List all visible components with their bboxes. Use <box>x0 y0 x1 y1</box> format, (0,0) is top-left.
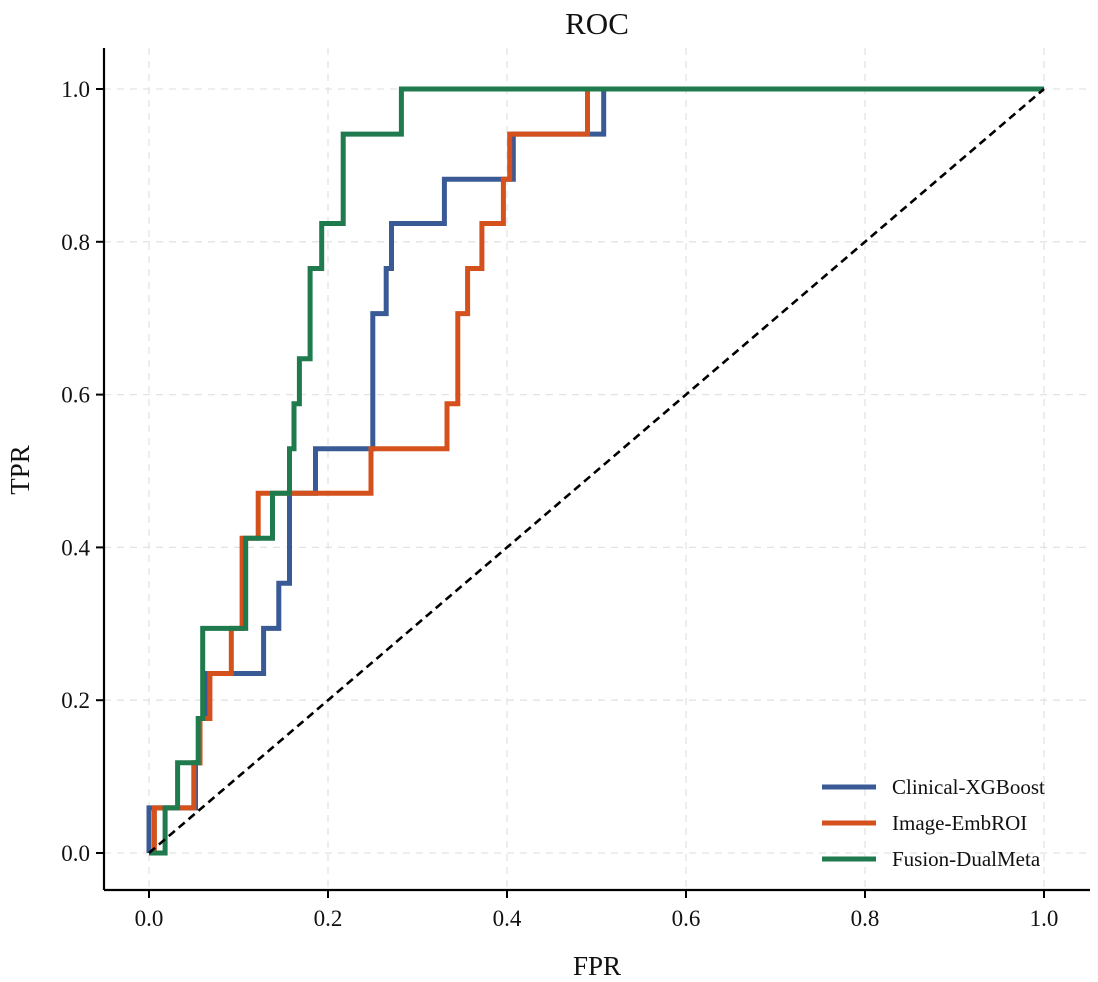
legend-label-clinical-xgboost: Clinical-XGBoost <box>892 775 1045 799</box>
chance-diagonal-line <box>148 88 1045 854</box>
legend-label-image-embroi: Image-EmbROI <box>892 811 1027 835</box>
y-tick-label: 1.0 <box>61 77 90 102</box>
y-tick-label: 0.8 <box>61 230 90 255</box>
chart-title: ROC <box>565 6 629 41</box>
legend-label-fusion-dualmeta: Fusion-DualMeta <box>892 847 1041 871</box>
x-tick-label: 0.4 <box>493 906 522 931</box>
y-tick-label: 0.2 <box>61 688 90 713</box>
y-tick-label: 0.0 <box>61 841 90 866</box>
ticks: 0.0 0.2 0.4 0.6 0.8 1.0 0.0 0.2 0.4 0.6 0.8 1.0 <box>61 77 1058 931</box>
y-tick-label: 0.4 <box>61 535 90 560</box>
x-tick-label: 0.0 <box>135 906 164 931</box>
legend: Clinical-XGBoost Image-EmbROI Fusion-DualM… <box>822 775 1045 871</box>
x-axis-label: FPR <box>573 951 621 981</box>
y-tick-label: 0.6 <box>61 383 90 408</box>
plot-area <box>146 86 1045 856</box>
x-tick-label: 0.6 <box>672 906 701 931</box>
x-tick-label: 0.8 <box>851 906 880 931</box>
y-axis-label: TPR <box>5 445 35 495</box>
axes <box>102 48 1090 892</box>
x-tick-label: 0.2 <box>314 906 343 931</box>
x-tick-label: 1.0 <box>1030 906 1059 931</box>
series-line-fusion-dualmeta <box>149 86 1044 856</box>
